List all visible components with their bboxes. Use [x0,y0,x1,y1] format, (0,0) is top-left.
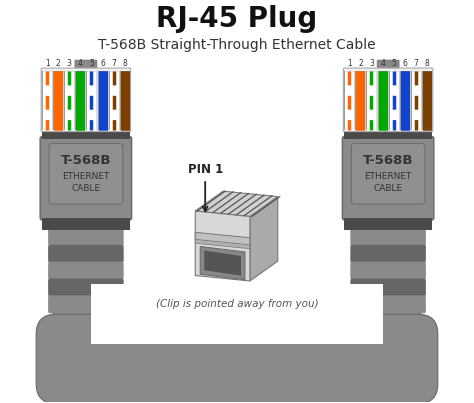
Text: 1: 1 [347,59,352,68]
FancyBboxPatch shape [48,228,124,246]
Text: 8: 8 [425,59,429,68]
FancyBboxPatch shape [342,137,434,220]
FancyBboxPatch shape [48,262,124,280]
Text: 2: 2 [56,59,61,68]
Polygon shape [250,197,278,281]
Text: T-568B Straight-Through Ethernet Cable: T-568B Straight-Through Ethernet Cable [98,38,376,52]
Polygon shape [195,191,278,216]
Text: 3: 3 [67,59,72,68]
Text: PIN 1: PIN 1 [188,163,223,211]
FancyBboxPatch shape [345,218,432,230]
Polygon shape [195,239,250,249]
Text: 2: 2 [358,59,363,68]
FancyBboxPatch shape [42,129,129,139]
Text: 7: 7 [111,59,116,68]
FancyBboxPatch shape [343,68,433,132]
FancyBboxPatch shape [91,285,383,344]
FancyBboxPatch shape [377,60,399,68]
Text: 6: 6 [100,59,105,68]
Text: RJ-45 Plug: RJ-45 Plug [156,5,318,33]
Text: T-568B: T-568B [61,154,111,167]
FancyBboxPatch shape [53,281,118,372]
FancyBboxPatch shape [41,68,131,132]
FancyBboxPatch shape [48,245,124,263]
Text: 7: 7 [413,59,418,68]
FancyBboxPatch shape [36,314,438,403]
FancyBboxPatch shape [350,262,426,280]
FancyBboxPatch shape [42,218,129,230]
FancyBboxPatch shape [350,245,426,263]
FancyBboxPatch shape [49,143,123,204]
Polygon shape [195,211,250,281]
FancyBboxPatch shape [40,137,132,220]
FancyBboxPatch shape [48,295,124,313]
Text: ETHERNET: ETHERNET [62,172,109,181]
Text: 6: 6 [402,59,407,68]
Text: 1: 1 [45,59,49,68]
Text: T-568B: T-568B [363,154,413,167]
FancyBboxPatch shape [356,281,421,372]
Text: 5: 5 [391,59,396,68]
FancyBboxPatch shape [75,60,97,68]
Text: 3: 3 [369,59,374,68]
Text: 5: 5 [89,59,94,68]
Text: 4: 4 [380,59,385,68]
FancyBboxPatch shape [48,278,124,296]
Text: (Clip is pointed away from you): (Clip is pointed away from you) [155,299,319,310]
FancyBboxPatch shape [350,278,426,296]
Text: CABLE: CABLE [374,184,403,193]
Text: 8: 8 [122,59,127,68]
Polygon shape [204,250,241,276]
FancyBboxPatch shape [350,295,426,313]
Text: 4: 4 [78,59,83,68]
FancyBboxPatch shape [351,143,425,204]
FancyBboxPatch shape [345,129,432,139]
Text: CABLE: CABLE [71,184,100,193]
Polygon shape [195,232,250,245]
FancyBboxPatch shape [350,228,426,246]
Polygon shape [200,247,245,280]
Text: ETHERNET: ETHERNET [365,172,412,181]
